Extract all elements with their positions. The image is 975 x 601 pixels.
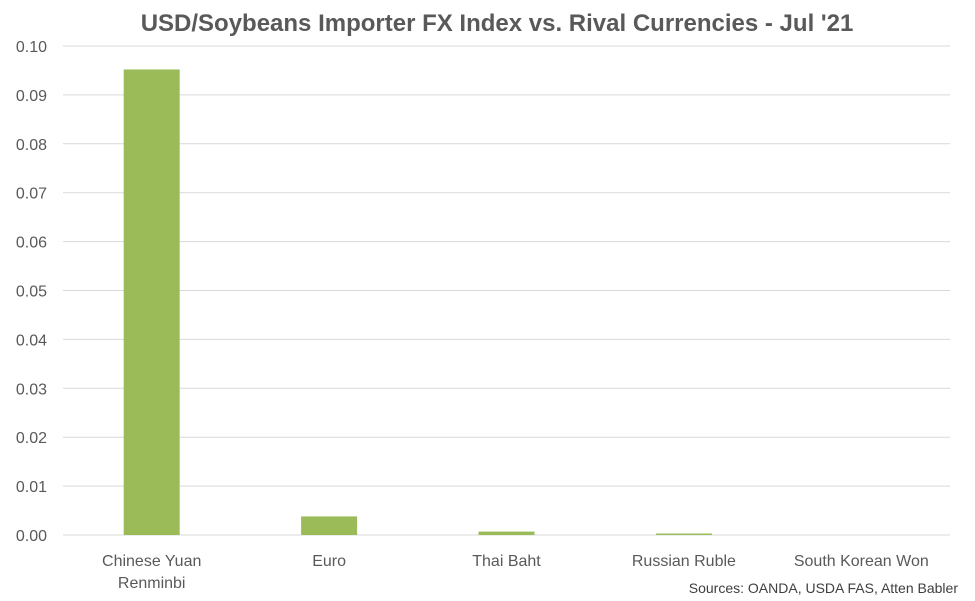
y-tick-label: 0.01 <box>16 479 47 496</box>
bar <box>123 69 180 536</box>
y-tick-label: 0.03 <box>16 381 47 398</box>
bar <box>301 516 358 535</box>
chart-title: USD/Soybeans Importer FX Index vs. Rival… <box>141 10 854 37</box>
x-axis-tick-labels: Chinese Yuan Renminbi Euro Thai Baht Russian… <box>102 553 929 592</box>
bar <box>655 533 712 535</box>
x-tick-label: South Korean Won <box>794 553 929 570</box>
y-tick-label: 0.04 <box>16 332 47 349</box>
gridlines <box>63 45 950 536</box>
y-tick-label: 0.05 <box>16 284 47 301</box>
y-tick-label: 0.08 <box>16 137 47 154</box>
y-tick-label: 0.02 <box>16 430 47 447</box>
x-tick-label: Russian Ruble <box>632 553 736 570</box>
source-note: Sources: OANDA, USDA FAS, Atten Babler <box>689 580 959 596</box>
y-tick-label: 0.07 <box>16 186 47 203</box>
y-tick-label: 0.06 <box>16 235 47 252</box>
y-tick-label: 0.10 <box>16 39 47 56</box>
y-axis-tick-labels: 0.00 0.01 0.02 0.03 0.04 0.05 0.06 0.07 0.08 0.09… <box>16 39 47 545</box>
x-tick-label: Renminbi <box>118 575 186 592</box>
bars <box>123 69 712 536</box>
x-tick-label: Thai Baht <box>472 553 541 570</box>
x-tick-label: Euro <box>312 553 346 570</box>
y-tick-label: 0.09 <box>16 88 47 105</box>
x-tick-label: Chinese Yuan <box>102 553 201 570</box>
bar <box>478 531 535 535</box>
y-tick-label: 0.00 <box>16 528 47 545</box>
